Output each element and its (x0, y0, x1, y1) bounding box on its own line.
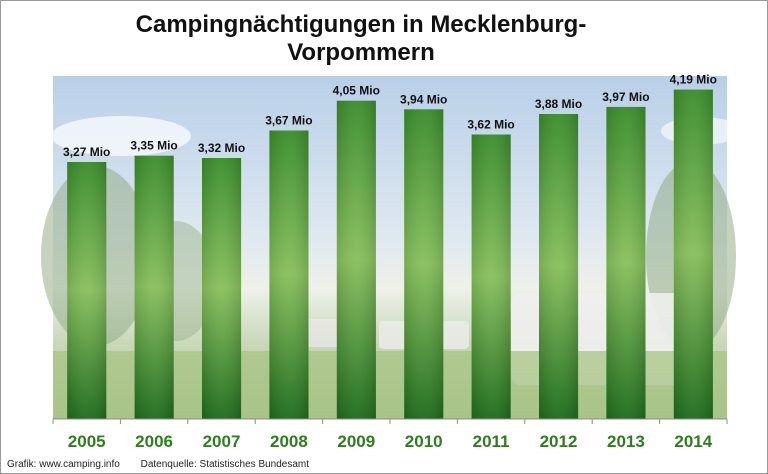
value-label-2007: 3,32 Mio (198, 141, 245, 155)
value-label-2013: 3,97 Mio (602, 90, 649, 104)
value-label-2011: 3,62 Mio (467, 118, 514, 132)
category-label-2012: 2012 (540, 432, 578, 451)
source-graphic: Grafik: www.camping.info (7, 459, 120, 470)
category-label-2013: 2013 (607, 432, 645, 451)
category-label-2006: 2006 (135, 432, 173, 451)
value-labels-group: 3,27 Mio 3,35 Mio 3,32 Mio 3,67 Mio 4,05 Mio… (63, 73, 717, 159)
bars-group (67, 89, 713, 420)
source-data: Datenquelle: Statistisches Bundesamt (140, 459, 310, 470)
bar-shade-2012 (539, 114, 579, 419)
chart-title-line-1: Campingnächtigungen in Mecklenburg- (135, 11, 587, 38)
category-label-2005: 2005 (68, 432, 106, 451)
bar-shade-2010 (404, 109, 444, 420)
chart-title-line-2: Vorpommern (287, 39, 435, 66)
bar-shade-2011 (471, 134, 511, 419)
bar-shade-2008 (269, 130, 309, 419)
category-labels-group: 2005 2006 2007 2008 2009 2010 2011 2012 2013 2014 (68, 432, 713, 451)
value-label-2008: 3,67 Mio (265, 114, 312, 128)
value-label-2010: 3,94 Mio (400, 92, 447, 106)
bar-shade-2013 (606, 106, 646, 420)
bar-shade-2006 (134, 155, 174, 419)
value-label-2006: 3,35 Mio (130, 139, 177, 153)
category-label-2011: 2011 (473, 432, 510, 451)
category-label-2008: 2008 (270, 432, 308, 451)
value-label-2014: 4,19 Mio (670, 73, 717, 87)
category-label-2009: 2009 (337, 432, 375, 451)
bar-shade-2014 (673, 89, 713, 419)
bar-shade-2009 (336, 100, 376, 419)
category-label-2007: 2007 (203, 432, 241, 451)
bar-shade-2007 (202, 158, 242, 419)
category-label-2010: 2010 (405, 432, 443, 451)
value-label-2012: 3,88 Mio (535, 97, 582, 111)
x-axis-ticks (52, 419, 728, 424)
chart-title: Campingnächtigungen in Mecklenburg- Vorp… (61, 11, 661, 67)
value-label-2005: 3,27 Mio (63, 145, 110, 159)
value-label-2009: 4,05 Mio (333, 84, 380, 98)
bar-shade-2005 (67, 162, 107, 419)
footer: Grafik: www.camping.info Datenquelle: St… (7, 459, 327, 470)
category-label-2014: 2014 (674, 432, 712, 451)
